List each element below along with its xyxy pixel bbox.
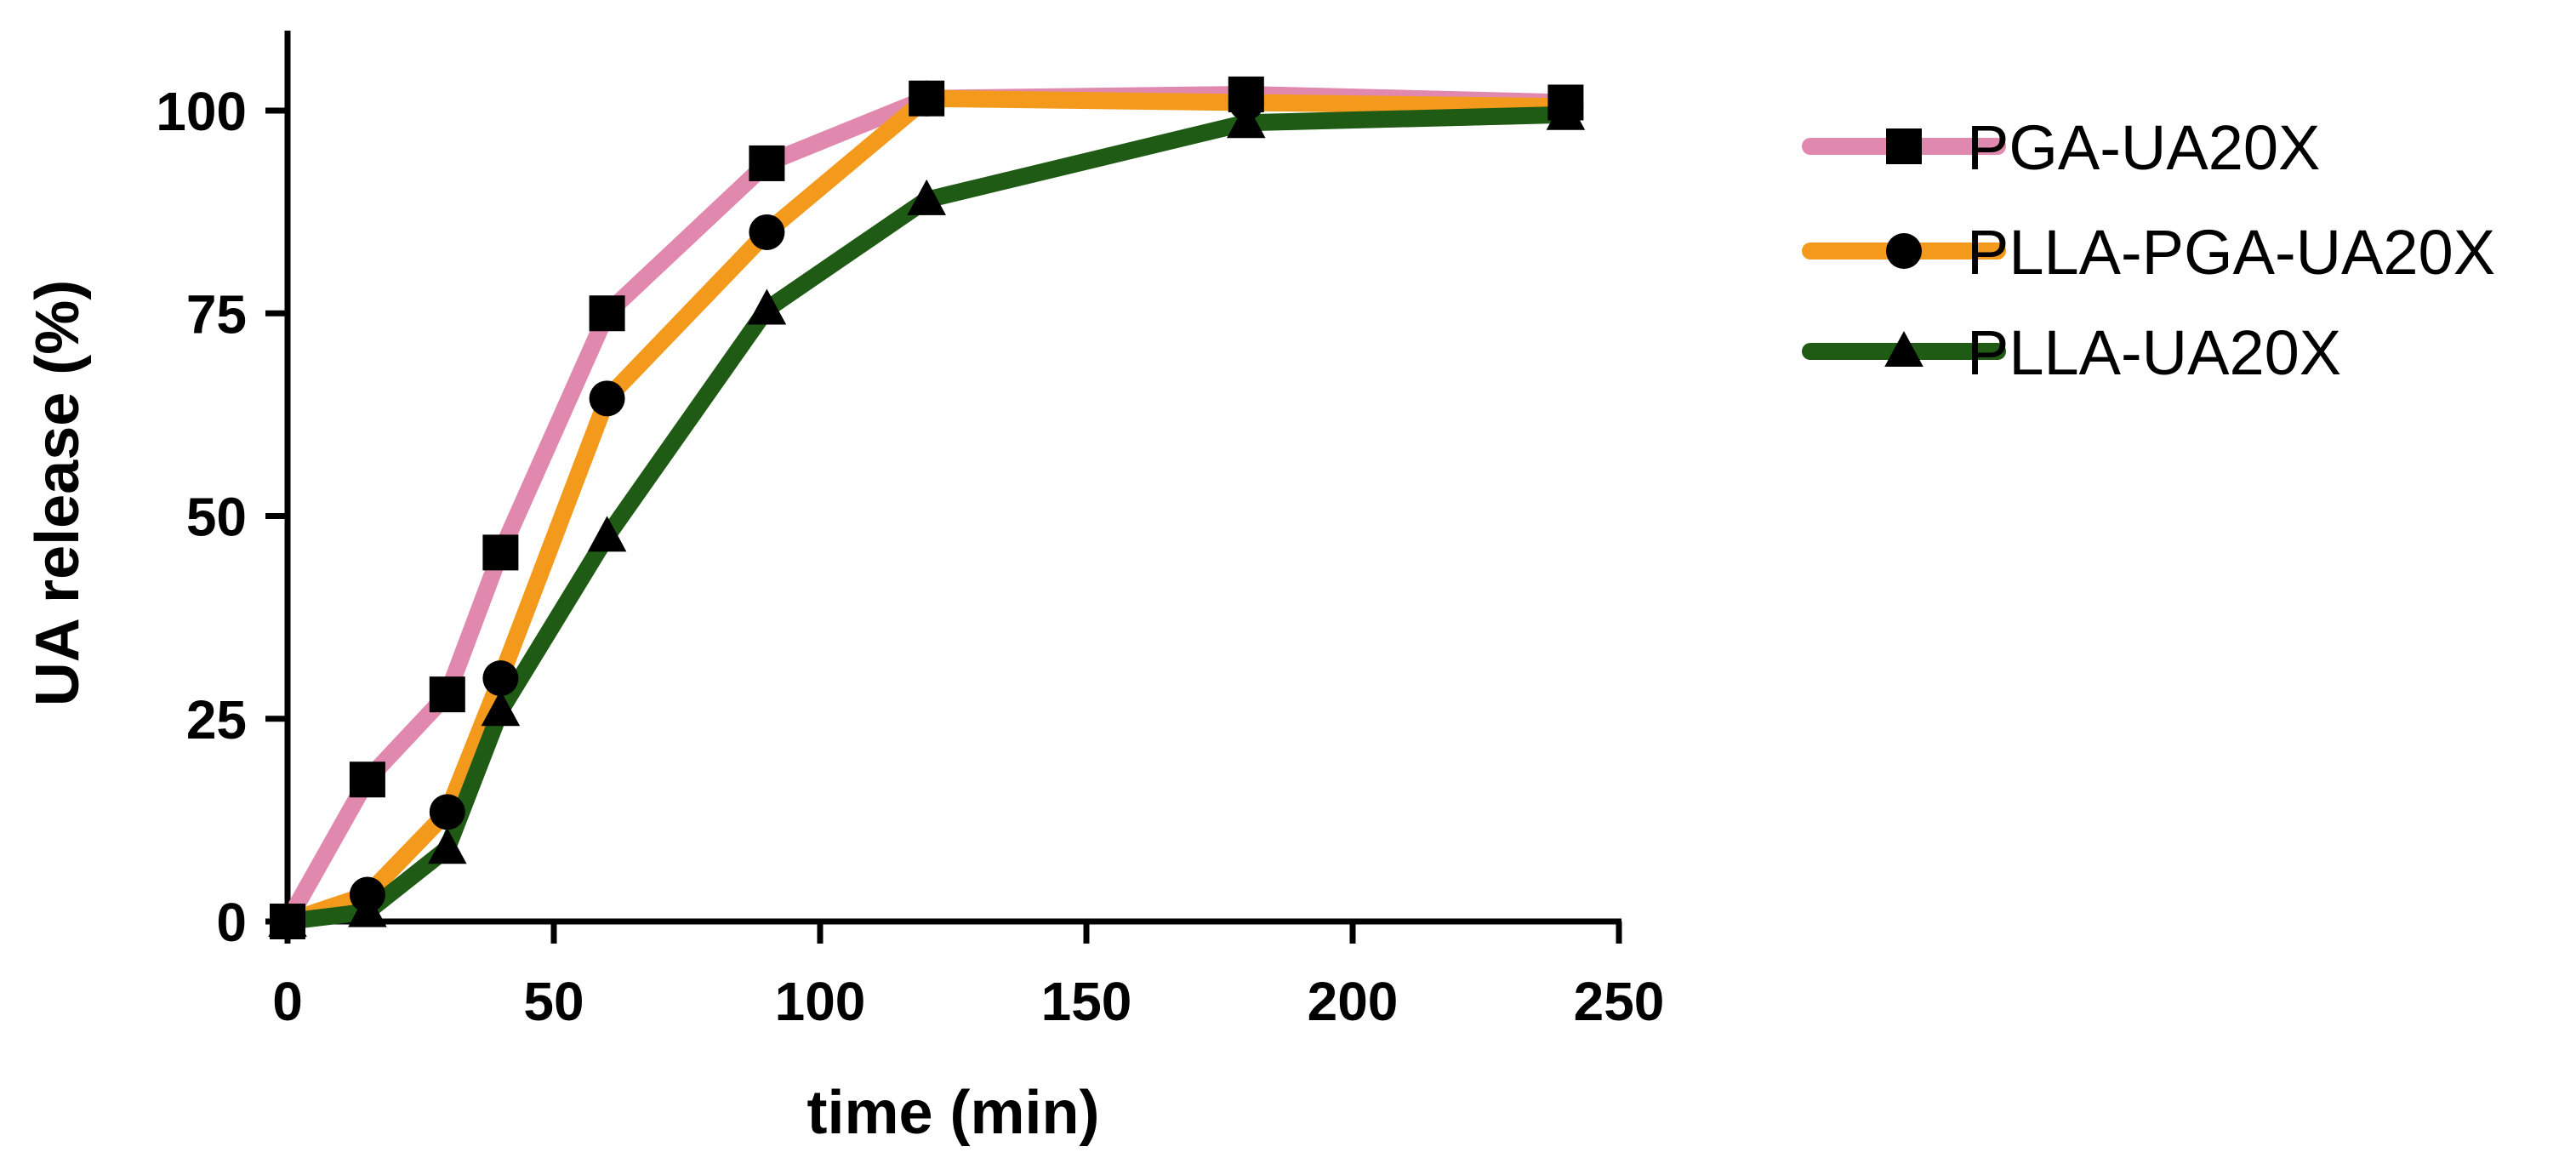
axes: 0 25 50 75 100 0 50 100 150 200 250 <box>156 31 1664 1032</box>
x-tick-label: 0 <box>272 971 303 1032</box>
data-point <box>1546 94 1586 130</box>
x-tick-label: 150 <box>1041 971 1132 1032</box>
y-tick-label: 25 <box>186 689 247 750</box>
series-markers-plla-ua20x <box>268 94 1586 937</box>
series-layer <box>268 76 1586 939</box>
x-tick-label: 50 <box>523 971 584 1032</box>
data-point <box>481 690 521 727</box>
legend-entry: PLLA-UA20X <box>1802 317 2341 388</box>
data-point <box>907 179 946 215</box>
data-point <box>428 828 467 864</box>
legend-marker <box>1886 128 1922 164</box>
legend: PGA-UA20X PLLA-PGA-UA20X PLLA-UA20X <box>1802 112 2495 388</box>
data-point <box>268 901 307 937</box>
series-plla-ua20x <box>279 106 1575 930</box>
y-tick-label: 0 <box>216 892 247 953</box>
series-plla-pga-ua20x <box>279 89 1575 930</box>
data-point <box>747 288 787 325</box>
x-tick-label: 100 <box>775 971 866 1032</box>
legend-label: PGA-UA20X <box>1967 112 2320 183</box>
y-tick-label: 50 <box>186 487 247 548</box>
x-tick-label: 200 <box>1308 971 1399 1032</box>
y-tick-label: 75 <box>186 283 247 345</box>
x-axis-title: time (min) <box>806 1079 1099 1147</box>
legend-label: PLLA-UA20X <box>1967 317 2341 388</box>
series-line <box>279 106 1575 930</box>
data-point <box>482 660 519 697</box>
data-point <box>429 794 465 830</box>
y-axis-title: UA release (%) <box>24 280 92 707</box>
legend-marker <box>1886 233 1922 269</box>
x-tick-label: 250 <box>1574 971 1665 1032</box>
y-tick-label: 100 <box>156 81 247 142</box>
series-pga-ua20x <box>279 85 1575 930</box>
data-point <box>429 676 465 713</box>
series-line <box>279 85 1575 930</box>
legend-entry: PLLA-PGA-UA20X <box>1802 217 2495 288</box>
data-point <box>749 214 785 250</box>
data-point <box>349 762 385 798</box>
legend-label: PLLA-PGA-UA20X <box>1967 217 2495 288</box>
data-point <box>589 295 625 332</box>
series-line <box>279 89 1575 930</box>
data-point <box>1227 102 1266 139</box>
data-point <box>589 380 625 417</box>
data-point <box>482 534 519 571</box>
legend-marker <box>1884 331 1923 367</box>
data-point <box>587 516 627 552</box>
legend-entry: PGA-UA20X <box>1802 112 2320 183</box>
data-point <box>348 891 387 927</box>
data-point <box>909 80 945 117</box>
data-point <box>749 145 785 181</box>
